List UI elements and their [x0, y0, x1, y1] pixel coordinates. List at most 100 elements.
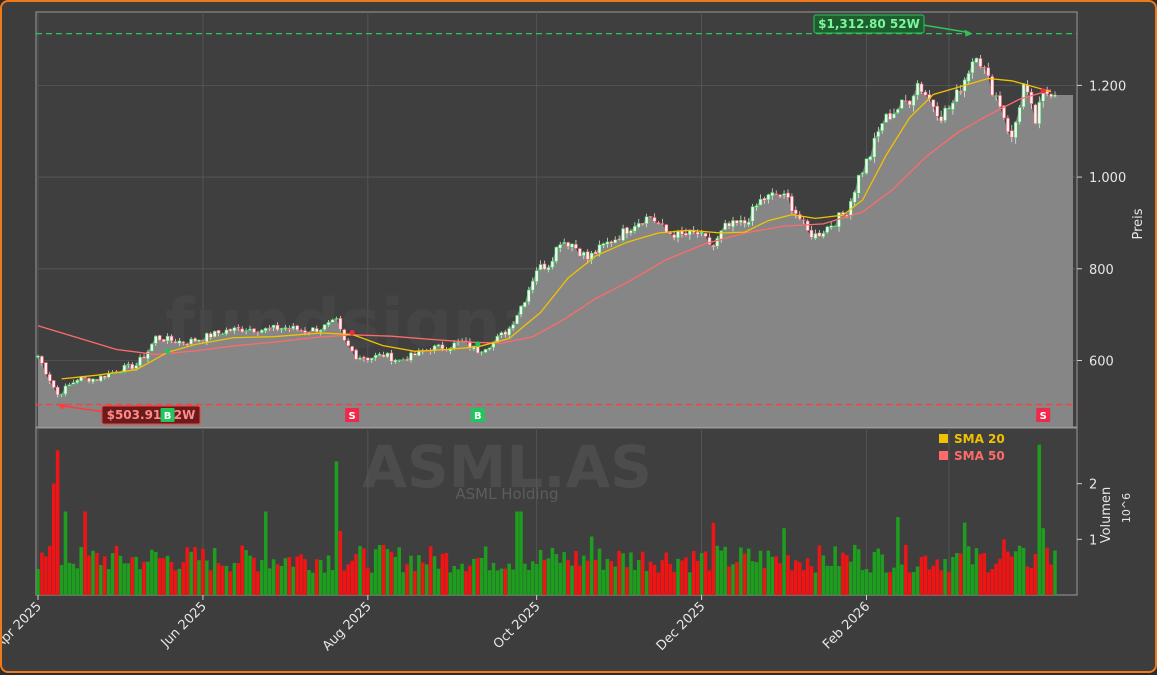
- candle-body: [526, 289, 531, 303]
- candle-body: [668, 232, 673, 235]
- candle-body: [896, 109, 900, 114]
- volume-bar: [727, 566, 731, 595]
- candle-body: [593, 251, 598, 255]
- volume-bar: [452, 565, 456, 595]
- candle-body: [314, 328, 319, 333]
- volume-bar: [672, 571, 676, 595]
- volume-bar: [1025, 566, 1030, 595]
- volume-bar: [743, 553, 747, 595]
- volume-bar: [110, 553, 115, 595]
- volume-bar: [625, 567, 629, 595]
- candle-body: [907, 100, 912, 106]
- candle-body: [307, 331, 311, 333]
- volume-bar: [444, 553, 449, 595]
- candle-body: [809, 229, 814, 238]
- candle-body: [224, 329, 229, 335]
- candle-body: [1013, 121, 1018, 139]
- volume-bar: [609, 561, 614, 595]
- candle-body: [562, 242, 567, 244]
- volume-bar: [99, 565, 103, 595]
- candle-body: [87, 377, 91, 382]
- low-52w-badge: [101, 405, 201, 425]
- sell-signal-badge: [345, 408, 360, 422]
- legend-label-sma20: SMA 20: [954, 432, 1005, 446]
- volume-bar: [617, 551, 621, 595]
- sell-signal-dot: [349, 329, 355, 336]
- volume-bar: [715, 545, 720, 595]
- volume-bar: [1037, 444, 1042, 595]
- volume-bar: [138, 569, 142, 595]
- volume-bar: [982, 553, 987, 595]
- candle-body: [499, 332, 504, 336]
- low-52w-label: $503.91 52W: [107, 408, 196, 422]
- volume-bar: [633, 569, 637, 595]
- volume-bar: [794, 560, 798, 595]
- candle-body: [373, 354, 378, 359]
- volume-bar: [181, 562, 186, 595]
- candle-body: [1037, 101, 1042, 125]
- volume-bar: [495, 570, 500, 595]
- volume-bar: [527, 569, 531, 595]
- candle-body: [982, 67, 987, 69]
- volume-bar: [154, 552, 158, 595]
- candle-body: [998, 95, 1002, 107]
- volume-bar: [428, 546, 433, 595]
- candle-body: [322, 324, 327, 331]
- volume-bar: [263, 511, 268, 595]
- volume-bar: [856, 549, 861, 595]
- candle-body: [154, 335, 158, 344]
- candle-body: [746, 221, 751, 226]
- volume-bar: [1041, 528, 1045, 595]
- candle-body: [864, 158, 869, 174]
- volume-bar: [287, 556, 292, 595]
- volume-bar: [358, 546, 362, 595]
- candle-body: [232, 327, 237, 332]
- date-tick-label: Dec 2025: [654, 599, 709, 654]
- volume-bar: [550, 547, 555, 595]
- volume-bar: [244, 550, 248, 595]
- price-tick-label: 1.000: [1089, 171, 1126, 186]
- candle-body: [609, 241, 614, 244]
- candle-body: [283, 327, 288, 330]
- volume-bar: [707, 570, 712, 595]
- candle-body: [271, 324, 276, 329]
- candle-body: [546, 267, 551, 271]
- candle-body: [71, 382, 76, 385]
- volume-bar: [315, 559, 319, 595]
- candle-body: [566, 242, 570, 247]
- volume-bar: [472, 558, 476, 595]
- candle-body: [731, 220, 735, 228]
- candle-body: [994, 95, 998, 97]
- candle-body: [103, 375, 107, 379]
- volume-bar: [966, 546, 971, 595]
- volume-bar: [220, 565, 225, 595]
- volume-bar: [134, 556, 138, 595]
- volume-bar: [880, 554, 884, 595]
- candle-body: [978, 58, 983, 67]
- candle-body: [935, 105, 940, 117]
- candle-body: [629, 230, 633, 234]
- volume-bar: [605, 558, 610, 595]
- volume-bar: [578, 565, 582, 595]
- volume-bar: [350, 560, 354, 595]
- volume-bar: [334, 461, 339, 595]
- candle-body: [130, 363, 134, 370]
- volume-bar: [48, 545, 52, 595]
- volume-bar: [845, 555, 849, 595]
- volume-bar: [770, 556, 775, 595]
- volume-bar: [703, 551, 708, 595]
- volume-bar: [805, 558, 810, 595]
- candle-body: [326, 321, 331, 326]
- volume-bar: [476, 557, 480, 595]
- candle-body: [900, 99, 904, 109]
- volume-bar: [884, 572, 888, 595]
- candle-body: [358, 357, 362, 360]
- candle-body: [652, 217, 657, 222]
- volume-bar: [102, 556, 107, 595]
- candle-body: [621, 228, 625, 241]
- buy-signal-badge: [470, 408, 485, 422]
- volume-bar: [295, 556, 299, 595]
- volume-bar: [51, 483, 56, 595]
- candle-body: [790, 196, 794, 212]
- date-tick-label: Apr 2025: [2, 599, 45, 652]
